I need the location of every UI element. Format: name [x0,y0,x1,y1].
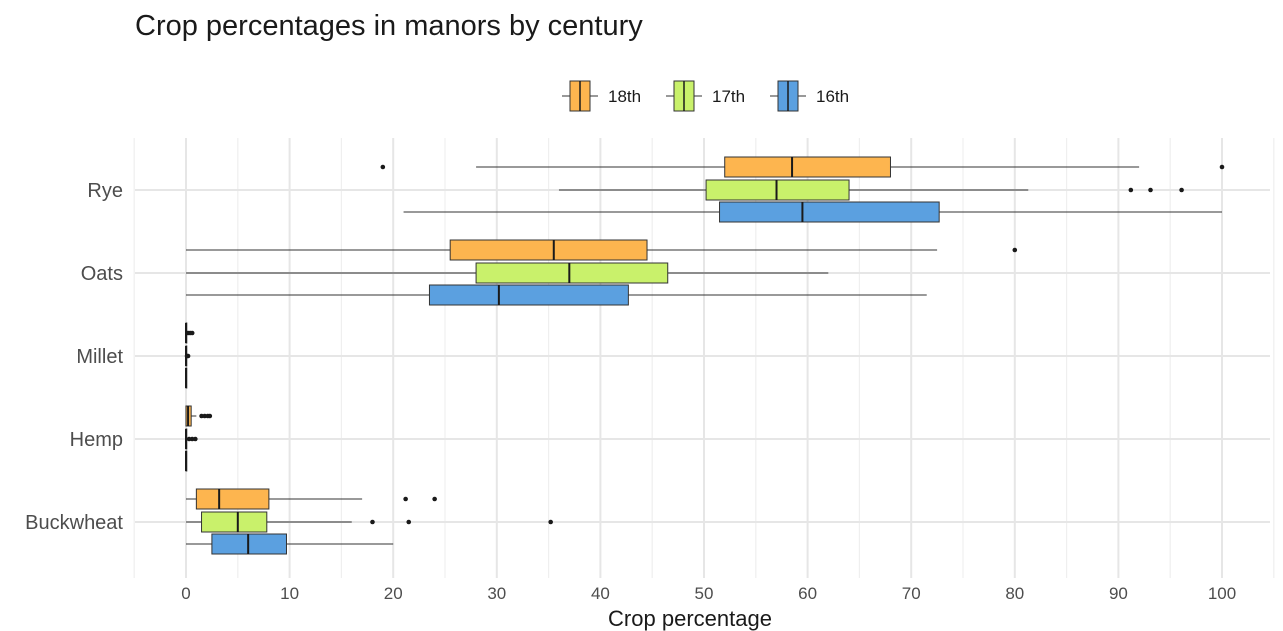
outlier-point [189,330,195,336]
box-17th-buckwheat [186,511,553,533]
box-iqr [719,201,940,223]
legend-item-16th: 16th [770,80,849,112]
box-18th-oats [186,239,1018,261]
x-tick-label: 10 [280,584,299,603]
box-16th-hemp [185,450,188,472]
outlier-point [1012,247,1018,253]
outlier-point [185,353,191,359]
box-iqr [211,533,287,555]
box-16th-rye [403,201,1222,223]
box-17th-oats [186,262,829,284]
y-tick-label-buckwheat: Buckwheat [25,512,123,534]
box-iqr [475,262,669,284]
legend-label: 18th [608,87,641,106]
x-tick-label: 20 [384,584,403,603]
outlier-point [380,164,386,170]
box-iqr [724,156,891,178]
outlier-point [1179,187,1184,193]
box-iqr [428,284,629,306]
chart-title: Crop percentages in manors by century [135,10,643,42]
box-iqr [201,511,268,533]
y-tick-label-rye: Rye [87,180,123,202]
box-17th-millet [184,345,191,367]
box-18th-buckwheat [186,488,437,510]
outlier-point [207,413,213,419]
x-tick-label: 60 [798,584,817,603]
x-tick-label: 80 [1005,584,1024,603]
outlier-point [193,436,198,442]
x-tick-label: 0 [181,584,190,603]
outlier-point [432,496,437,502]
legend: 18th 17th 16th [562,80,849,112]
y-tick-label-millet: Millet [76,346,123,368]
box-17th-hemp [185,428,198,450]
x-tick-label: 40 [591,584,610,603]
legend-item-17th: 17th [666,80,745,112]
outlier-point [1148,187,1153,193]
box-layer [184,156,1225,555]
outlier-point [406,519,412,525]
x-tick-label: 100 [1208,584,1236,603]
box-18th-rye [380,156,1225,178]
major-gridlines [135,138,1270,578]
x-tick-label: 90 [1109,584,1128,603]
box-18th-millet [185,322,195,344]
y-axis: Rye Oats Millet Hemp Buckwheat [25,180,123,534]
legend-label: 17th [712,87,745,106]
box-iqr [705,179,850,201]
outlier-point [370,519,375,525]
outlier-point [403,496,408,502]
x-axis-title: Crop percentage [608,606,772,631]
outlier-point [1219,164,1225,170]
outlier-point [1128,187,1134,193]
box-16th-oats [186,284,927,306]
box-iqr [449,239,648,261]
legend-item-18th: 18th [562,80,641,112]
box-18th-hemp [185,405,213,427]
x-axis: 0 10 20 30 40 50 60 70 80 90 100 [181,584,1236,603]
y-tick-label-hemp: Hemp [70,429,123,451]
x-tick-label: 50 [695,584,714,603]
box-16th-millet [185,367,188,389]
y-tick-label-oats: Oats [81,263,123,285]
legend-label: 16th [816,87,849,106]
box-17th-rye [558,179,1184,201]
box-iqr [195,488,270,510]
outlier-point [548,519,553,525]
x-tick-label: 30 [487,584,506,603]
x-tick-label: 70 [902,584,921,603]
box-16th-buckwheat [186,533,394,555]
